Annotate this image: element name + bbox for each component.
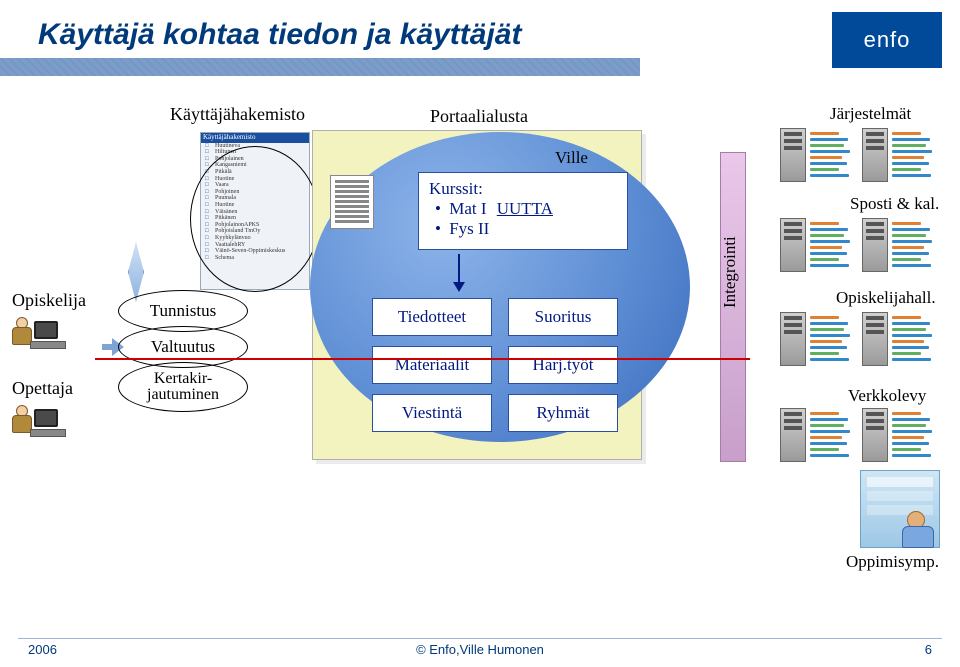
module-announcements: Tiedotteet xyxy=(372,298,492,336)
course-arrow-icon xyxy=(458,254,460,290)
course-2-text: Fys II xyxy=(449,219,489,238)
footer-center: © Enfo,Ville Humonen xyxy=(329,642,630,657)
server-student-icon xyxy=(780,312,844,366)
directory-header: Käyttäjähakemisto xyxy=(201,133,309,143)
directory-item: Pohjolainen xyxy=(201,156,309,163)
server-systems-icon xyxy=(780,128,844,182)
role-teacher: Opettaja xyxy=(12,378,102,439)
student-icon xyxy=(12,315,60,351)
directory-item: Pohjoinen xyxy=(201,189,309,196)
integration-label: Integrointi xyxy=(720,236,740,308)
directory-item: Huutineva xyxy=(201,143,309,150)
page-title: Käyttäjä kohtaa tiedon ja käyttäjät xyxy=(38,18,522,52)
course-box: Kurssit: Mat I UUTTA Fys II xyxy=(418,172,628,250)
systems-student-mgmt-label: Opiskelijahall. xyxy=(836,288,936,308)
module-grid: Tiedotteet Suoritus Materiaalit Harj.työ… xyxy=(372,298,618,432)
module-materials: Materiaalit xyxy=(372,346,492,384)
role-teacher-label: Opettaja xyxy=(12,378,102,399)
logo: enfo xyxy=(832,12,942,68)
module-performance: Suoritus xyxy=(508,298,618,336)
directory-item: Kyyhkylänvuo xyxy=(201,235,309,242)
server-netdisk-icon-2 xyxy=(862,408,926,462)
auth-sso: Kertakir- jautuminen xyxy=(118,362,248,412)
directory-item: Hiltunen xyxy=(201,149,309,156)
directory-label: Käyttäjähakemisto xyxy=(170,104,305,125)
server-netdisk-icon xyxy=(780,408,844,462)
auth-sso-line1: Kertakir- xyxy=(154,371,212,387)
directory-item: VaattalehRY xyxy=(201,242,309,249)
module-assignments: Harj.työt xyxy=(508,346,618,384)
server-mail-icon-2 xyxy=(862,218,926,272)
directory-item: Vaara xyxy=(201,182,309,189)
portal-label: Portaalialusta xyxy=(430,106,528,127)
directory-item: Pitkänen xyxy=(201,215,309,222)
directory-item: PohjolainonAPKS xyxy=(201,222,309,229)
logo-text: enfo xyxy=(864,27,911,53)
directory-item: Pitkälä xyxy=(201,169,309,176)
connection-line xyxy=(95,358,750,360)
module-groups: Ryhmät xyxy=(508,394,618,432)
server-mail-icon xyxy=(780,218,844,272)
directory-panel: Käyttäjähakemisto HuutinevaHiltunenPohjo… xyxy=(200,132,310,290)
course-title: Kurssit: xyxy=(429,179,617,199)
footer-year: 2006 xyxy=(28,642,329,657)
auth-sso-line2: jautuminen xyxy=(147,387,219,403)
header-pattern xyxy=(0,58,640,76)
role-student: Opiskelija xyxy=(12,290,102,351)
footer: 2006 © Enfo,Ville Humonen 6 xyxy=(0,637,960,667)
diagram-stage: Opiskelija Opettaja Tunnistus Valtuutus … xyxy=(0,90,960,610)
systems-title: Järjestelmät xyxy=(830,104,911,124)
auth-group: Tunnistus Valtuutus Kertakir- jautuminen xyxy=(118,290,248,406)
systems-netdisk-label: Verkkolevy xyxy=(848,386,926,406)
directory-item: Pohjoisland TmOy xyxy=(201,228,309,235)
systems-mail-label: Sposti & kal. xyxy=(850,194,939,214)
directory-item: Kangasniemi xyxy=(201,162,309,169)
learning-env-icon xyxy=(860,470,940,548)
directory-item: Puumala xyxy=(201,195,309,202)
directory-item: Väinö-Seven-Oppimiskeskus xyxy=(201,248,309,255)
teacher-icon xyxy=(12,403,60,439)
portal-user-name: Ville xyxy=(555,148,588,168)
server-systems-icon-2 xyxy=(862,128,926,182)
directory-item: Väisänen xyxy=(201,209,309,216)
directory-item: Huotine xyxy=(201,202,309,209)
server-student-icon-2 xyxy=(862,312,926,366)
role-student-label: Opiskelija xyxy=(12,290,102,311)
footer-page: 6 xyxy=(631,642,932,657)
course-item-1: Mat I UUTTA xyxy=(429,199,617,219)
systems-learn-env-label: Oppimisymp. xyxy=(846,552,939,572)
document-icon xyxy=(330,175,374,229)
directory-item: Huotine xyxy=(201,176,309,183)
course-1-link[interactable]: UUTTA xyxy=(497,199,553,218)
header: Käyttäjä kohtaa tiedon ja käyttäjät enfo xyxy=(0,0,960,75)
directory-item: Schema xyxy=(201,255,309,262)
module-messaging: Viestintä xyxy=(372,394,492,432)
course-item-2: Fys II xyxy=(429,219,617,239)
course-1-text: Mat I xyxy=(449,199,486,218)
